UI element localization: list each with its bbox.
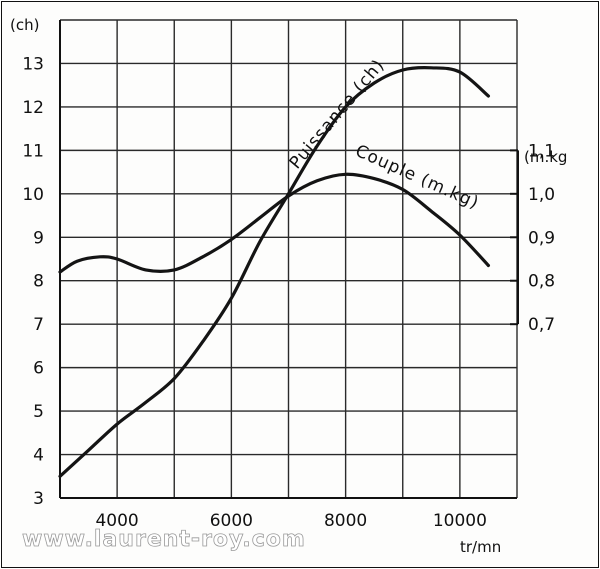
y-left-tick-label: 7 <box>33 315 44 335</box>
y-left-tick-label: 8 <box>33 272 44 292</box>
y-left-tick-label: 10 <box>22 185 44 205</box>
x-unit-label: tr/mn <box>460 538 501 556</box>
y-left-tick-label: 6 <box>33 359 44 379</box>
y-left-tick-label: 9 <box>33 228 44 248</box>
y-right-tick-label: 0,9 <box>528 228 555 248</box>
y-left-tick-label: 13 <box>22 54 44 74</box>
y-left-tick-label: 4 <box>33 446 44 466</box>
grid <box>59 19 518 499</box>
axes: 3 4 5 6 7 8 9 10 11 12 13 4000 6000 8000 10000 1,1 1,0 0,… <box>22 20 555 531</box>
y-left-tick-label: 11 <box>22 141 44 161</box>
y-right-tick-label: 0,7 <box>528 315 555 335</box>
y-right-unit-label: (m.kg <box>524 148 567 166</box>
y-right-tick-label: 0,8 <box>528 272 555 292</box>
y-left-unit-label: (ch) <box>10 16 39 34</box>
y-left-tick-label: 3 <box>33 489 44 509</box>
x-tick-label: 4000 <box>95 511 138 531</box>
couple-curve <box>58 172 490 274</box>
y-left-tick-label: 5 <box>33 402 44 422</box>
x-tick-label: 6000 <box>210 511 253 531</box>
y-right-tick-label: 1,1 <box>528 141 555 161</box>
x-tick-label: 8000 <box>324 511 367 531</box>
x-tick-label: 10000 <box>433 511 487 531</box>
puissance-curve <box>58 66 490 478</box>
y-left-tick-label: 12 <box>22 98 44 118</box>
y-right-tick-label: 1,0 <box>528 185 555 205</box>
curves <box>58 66 490 478</box>
watermark: www.laurent-roy.com <box>22 527 306 552</box>
